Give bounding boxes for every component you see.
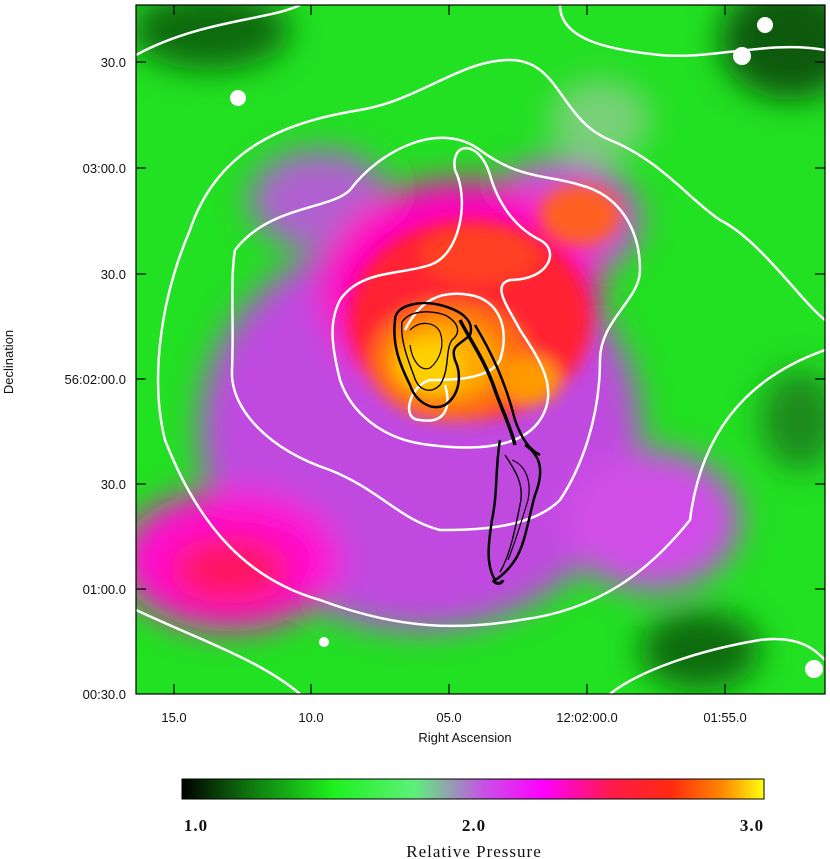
y-tick-label: 30.0: [101, 267, 126, 282]
colorbar-min-label: 1.0: [184, 816, 208, 835]
colorbar-title: Relative Pressure: [406, 842, 542, 859]
plot-frame: [135, 4, 826, 695]
pressure-image: [136, 5, 825, 694]
y-axis-title: Declination: [1, 330, 16, 394]
y-tick-marks: [136, 61, 825, 590]
y-tick-label: 01:00.0: [83, 582, 126, 597]
y-tick-label: 00:30.0: [83, 687, 126, 702]
x-tick-label: 12:02:00.0: [556, 710, 617, 725]
y-tick-label: 56:02:00.0: [65, 372, 126, 387]
colorbar: [181, 778, 765, 800]
y-tick-label: 30.0: [101, 477, 126, 492]
density-contours: [136, 5, 825, 694]
x-tick-label: 01:55.0: [703, 710, 746, 725]
colorbar-max-label: 3.0: [740, 816, 764, 835]
colorbar-mid-label: 2.0: [462, 816, 486, 835]
x-tick-label: 05.0: [436, 710, 461, 725]
radio-contours: [393, 301, 542, 585]
y-tick-label: 03:00.0: [83, 161, 126, 176]
point-sources: [230, 17, 823, 678]
x-tick-label: 15.0: [161, 710, 186, 725]
x-axis-title: Right Ascension: [418, 730, 511, 745]
x-tick-marks: [173, 5, 726, 694]
y-tick-label: 30.0: [101, 55, 126, 70]
x-tick-label: 10.0: [298, 710, 323, 725]
